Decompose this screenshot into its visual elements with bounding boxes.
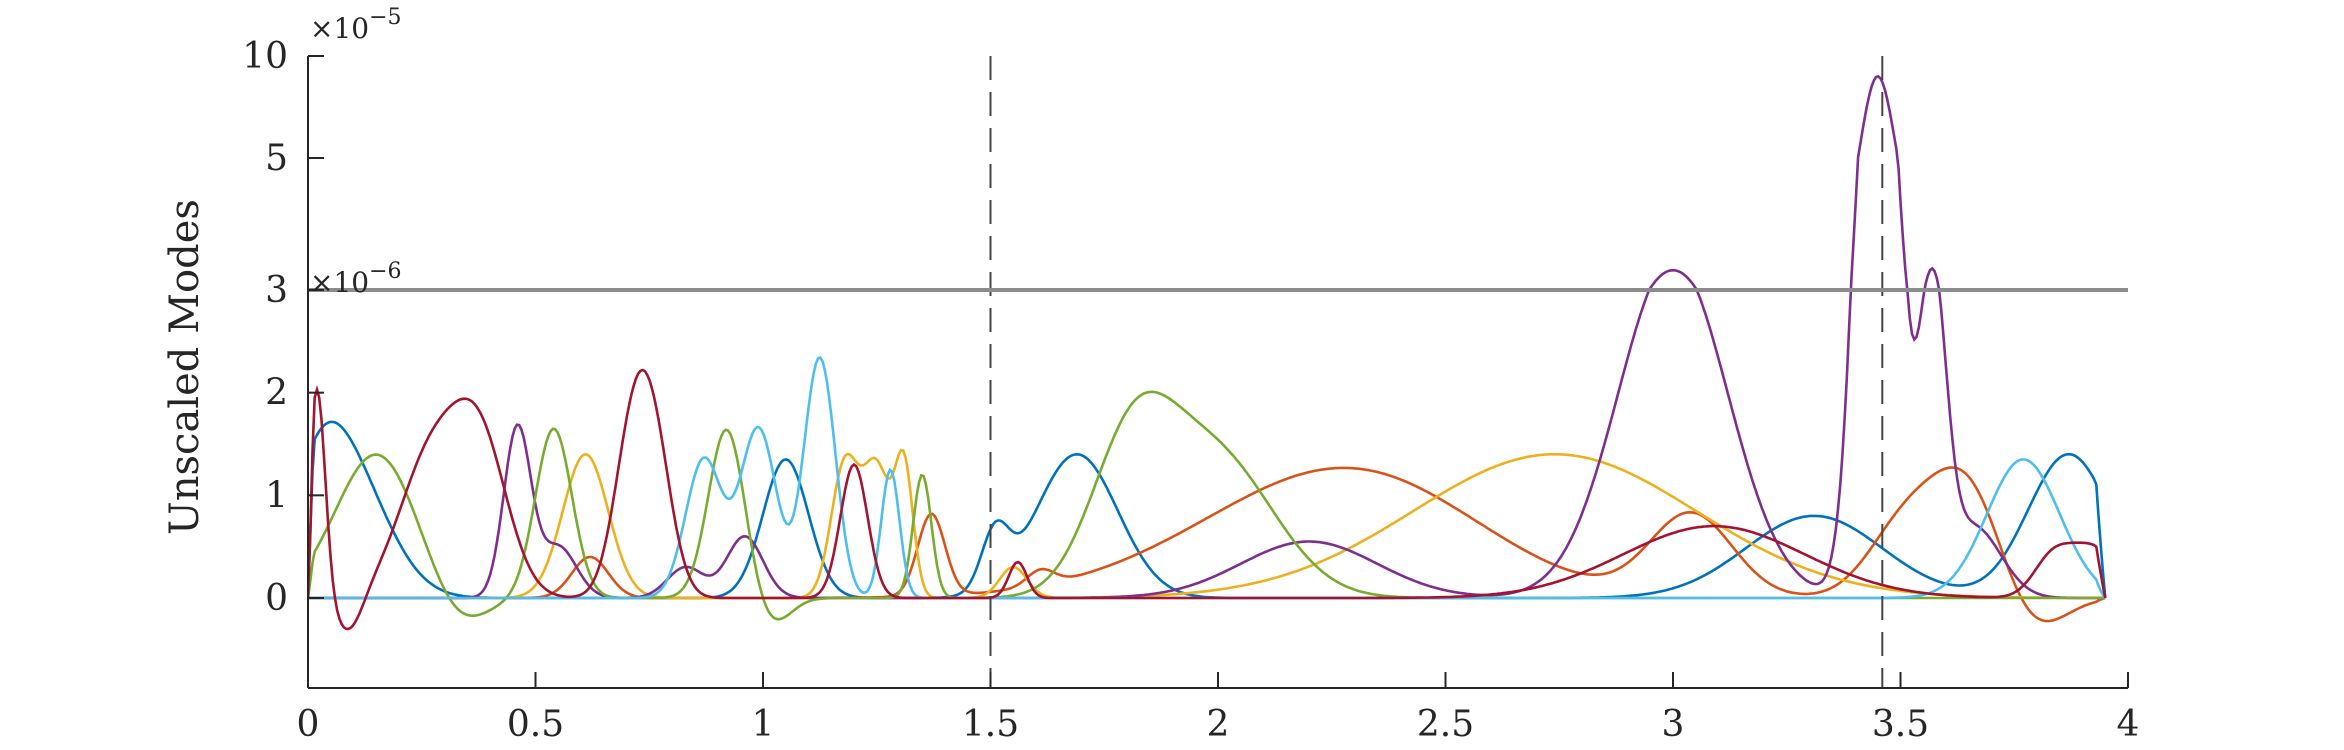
x-tick-label: 3	[1662, 704, 1685, 745]
reference-lines	[308, 56, 2128, 688]
series-line-1	[308, 420, 2107, 600]
x-tick-label: 1	[752, 704, 775, 745]
y-tick-label: 3	[265, 270, 288, 311]
y-tick-label: 2	[265, 373, 288, 414]
y-axis-label: Unscaled Modes	[162, 199, 208, 535]
y-tick-label: 5	[265, 138, 288, 179]
series-line-3	[308, 448, 2106, 600]
x-tick-label: 0	[297, 704, 320, 745]
series-group	[308, 74, 2107, 631]
x-tick-label: 2.5	[1417, 704, 1474, 745]
axes	[307, 55, 2129, 689]
x-tick-label: 3.5	[1872, 704, 1929, 745]
y-tick-label: 10	[242, 36, 288, 77]
tick-labels: 0 0.5 1 1.5 2 2.5 3 3.5 4 0 1 2 3 5 10	[242, 36, 2139, 745]
y-exponent-upper-power: −5	[369, 5, 401, 30]
series-line-2	[308, 466, 2106, 623]
x-tick-label: 0.5	[507, 704, 564, 745]
y-exponent-lower: ×10−6	[310, 259, 402, 299]
y-exponent-lower-power: −6	[369, 259, 401, 284]
series-line-7	[308, 368, 2107, 631]
series-line-6	[308, 355, 2107, 600]
y-tick-label: 0	[265, 578, 288, 619]
x-tick-label: 4	[2117, 704, 2140, 745]
y-exponent-lower-base: ×10	[310, 266, 369, 299]
x-tick-label: 2	[1207, 704, 1230, 745]
y-exponent-upper-base: ×10	[310, 12, 369, 45]
y-exponent-upper: ×10−5	[310, 5, 402, 45]
x-tick-label: 1.5	[962, 704, 1019, 745]
y-tick-label: 1	[265, 475, 288, 516]
